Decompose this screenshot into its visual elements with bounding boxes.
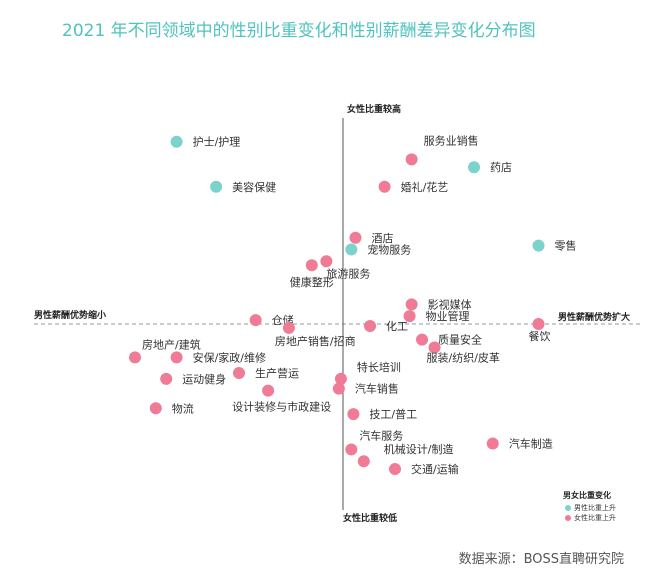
point-label: 酒店 bbox=[371, 231, 393, 245]
legend-marker-male bbox=[565, 505, 571, 511]
point-label: 房地产销售/招商 bbox=[275, 334, 356, 348]
point-label: 运动健身 bbox=[182, 372, 226, 386]
point-label: 特长培训 bbox=[357, 360, 401, 374]
point-label: 婚礼/花艺 bbox=[401, 180, 449, 194]
point-label: 质量安全 bbox=[438, 333, 482, 347]
point-label: 物流 bbox=[172, 401, 194, 415]
scatter-point bbox=[320, 255, 333, 268]
scatter-point bbox=[345, 443, 358, 456]
axis-label-left: 男性薪酬优势缩小 bbox=[34, 309, 106, 321]
point-label: 物业管理 bbox=[426, 309, 470, 323]
point-label: 技工/普工 bbox=[369, 407, 417, 421]
chart-title: 2021 年不同领域中的性别比重变化和性别薪酬差异变化分布图 bbox=[62, 21, 536, 41]
scatter-point bbox=[357, 455, 370, 468]
scatter-point bbox=[389, 463, 401, 476]
scatter-point bbox=[486, 437, 499, 450]
scatter-point bbox=[170, 351, 183, 364]
scatter-point bbox=[233, 367, 245, 379]
point-label: 房地产/建筑 bbox=[142, 337, 201, 351]
scatter-point bbox=[160, 372, 173, 385]
axis-label-right: 男性薪酬优势扩大 bbox=[558, 311, 630, 323]
legend-label-male: 男性比重上升 bbox=[574, 503, 616, 512]
legend-title: 男女比重变化 bbox=[563, 490, 611, 500]
scatter-point bbox=[210, 180, 223, 193]
point-label: 机械设计/制造 bbox=[384, 442, 454, 456]
legend: 男女比重变化 男性比重上升 女性比重上升 bbox=[563, 490, 616, 522]
point-label: 旅游服务 bbox=[326, 266, 370, 280]
point-label: 零售 bbox=[555, 239, 577, 253]
scatter-point bbox=[129, 351, 141, 364]
point-label: 交通/运输 bbox=[411, 462, 459, 476]
scatter-point bbox=[349, 231, 362, 244]
scatter-point bbox=[428, 341, 441, 354]
scatter-point bbox=[332, 382, 345, 395]
legend-marker-female bbox=[565, 515, 571, 521]
scatter-point bbox=[405, 153, 418, 166]
point-label: 服装/纺织/皮革 bbox=[427, 351, 500, 365]
point-label: 汽车制造 bbox=[509, 437, 553, 451]
point-label: 健康整形 bbox=[290, 275, 334, 289]
axis-label-top: 女性比重较高 bbox=[347, 103, 401, 115]
axis-label-bottom: 女性比重较低 bbox=[343, 512, 397, 524]
point-label: 汽车销售 bbox=[355, 382, 399, 396]
scatter-point bbox=[262, 384, 275, 397]
scatter-point bbox=[405, 298, 418, 311]
scatter-point bbox=[416, 333, 429, 346]
scatter-point bbox=[249, 314, 262, 327]
point-label: 药店 bbox=[490, 160, 512, 174]
scatter-point bbox=[532, 239, 545, 252]
point-label: 美容保健 bbox=[232, 180, 276, 194]
scatter-point bbox=[170, 135, 183, 148]
point-label: 服务业销售 bbox=[424, 133, 479, 147]
point-label: 餐饮 bbox=[529, 329, 551, 343]
scatter-point bbox=[282, 321, 295, 334]
data-source: 数据来源：BOSS直聘研究院 bbox=[458, 552, 624, 567]
scatter-point bbox=[305, 259, 318, 272]
scatter-point bbox=[334, 372, 347, 385]
scatter-point bbox=[378, 180, 391, 193]
scatter-point bbox=[364, 319, 377, 332]
point-label: 设计装修与市政建设 bbox=[232, 400, 331, 414]
point-label: 护士/护理 bbox=[193, 135, 241, 149]
legend-label-female: 女性比重上升 bbox=[574, 513, 616, 522]
point-label: 安保/家政/维修 bbox=[193, 350, 266, 364]
point-label: 影视媒体 bbox=[428, 297, 472, 311]
scatter-point bbox=[345, 243, 358, 256]
scatter-point bbox=[347, 408, 360, 421]
point-label: 生产营运 bbox=[255, 366, 299, 380]
scatter-point bbox=[149, 402, 162, 415]
scatter-point bbox=[403, 310, 416, 323]
scatter-point bbox=[468, 161, 481, 174]
point-label: 化工 bbox=[386, 319, 408, 333]
point-label: 宠物服务 bbox=[367, 243, 411, 257]
point-label: 汽车服务 bbox=[359, 428, 403, 442]
scatter-point bbox=[532, 318, 545, 330]
